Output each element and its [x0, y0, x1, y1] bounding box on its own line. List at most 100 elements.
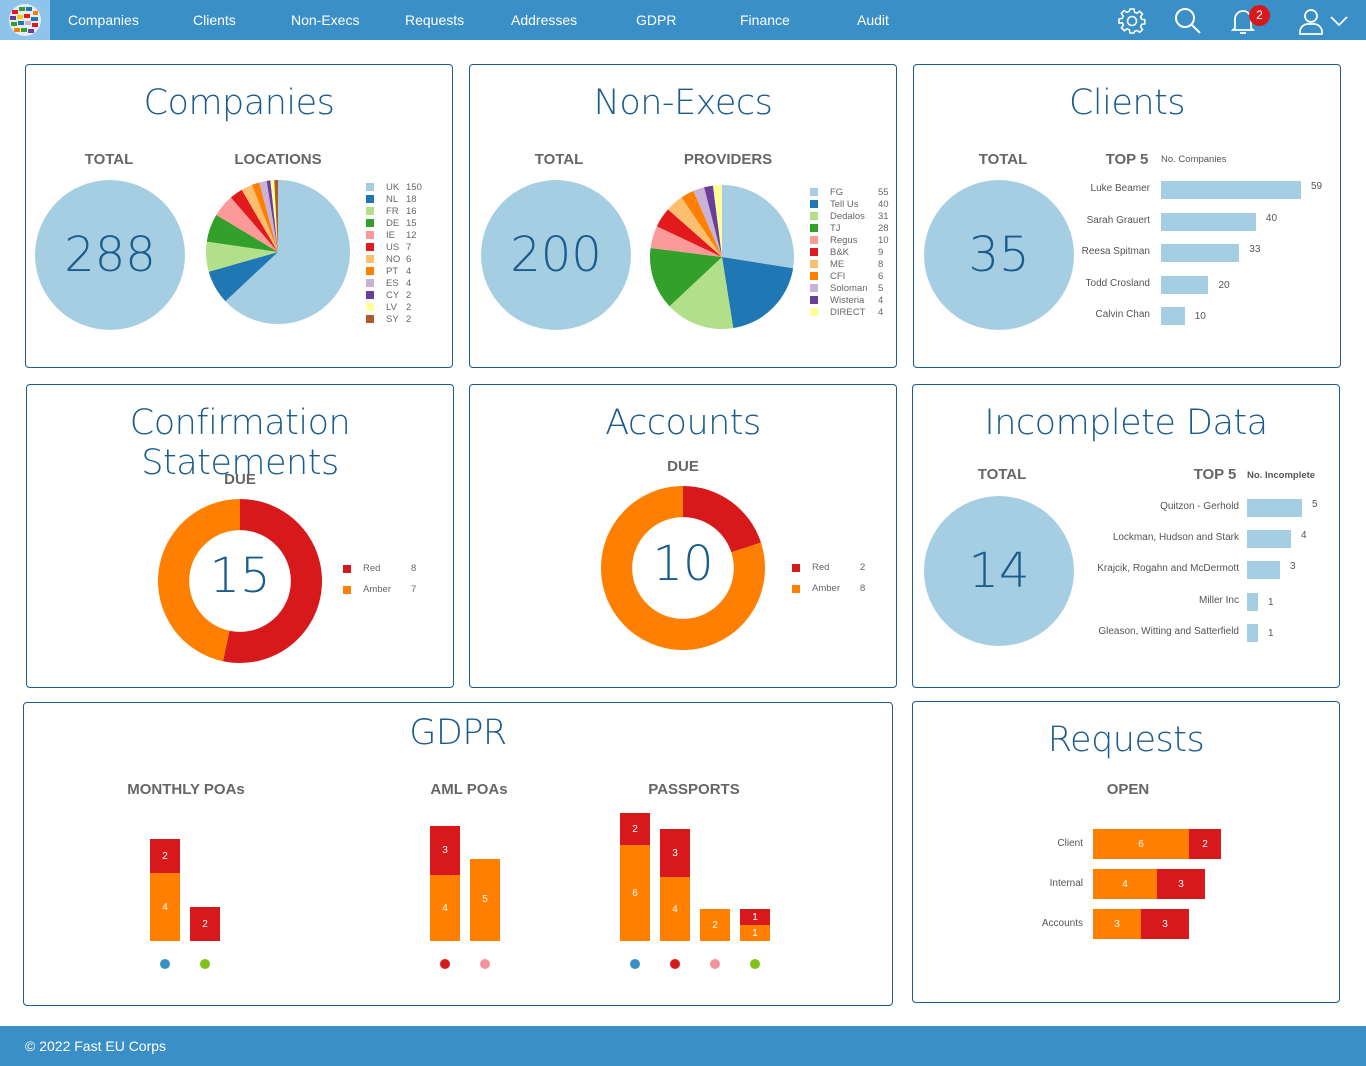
slice-fg[interactable] — [722, 185, 794, 269]
nav-addresses[interactable]: Addresses — [511, 12, 578, 28]
gear-icon[interactable] — [1117, 6, 1147, 36]
legend-item[interactable]: TJ 28 — [810, 222, 889, 234]
bar-segment-red[interactable]: 2 — [620, 813, 650, 845]
legend-item[interactable]: NO 6 — [366, 253, 422, 265]
legend-item[interactable]: FG 55 — [810, 186, 889, 198]
legend-item[interactable]: SY 2 — [366, 313, 422, 325]
legend-item[interactable]: NL 18 — [366, 193, 422, 205]
nav-clients[interactable]: Clients — [193, 12, 236, 28]
bar-segment-amber[interactable]: 6 — [620, 845, 650, 941]
slice-fr[interactable] — [206, 241, 278, 272]
legend-label: ME — [830, 258, 845, 270]
legend-item[interactable]: ES 4 — [366, 277, 422, 289]
legend-item[interactable]: LV 2 — [366, 301, 422, 313]
legend-item[interactable]: Tell Us 40 — [810, 198, 889, 210]
passports-label: PASSPORTS — [648, 781, 740, 798]
bar-segment-red[interactable]: 1 — [740, 909, 770, 925]
bar[interactable] — [1247, 623, 1258, 642]
bar-segment-amber[interactable]: 6 — [1093, 829, 1189, 859]
slice-no[interactable] — [241, 184, 278, 252]
bar[interactable] — [1161, 307, 1185, 326]
legend-item[interactable]: Amber 7 — [343, 579, 416, 600]
legend-item[interactable]: Amber 8 — [792, 578, 865, 599]
slice-soloman[interactable] — [693, 187, 722, 257]
bell-icon[interactable] — [1228, 6, 1258, 36]
bar-segment-amber[interactable]: 4 — [660, 877, 690, 941]
legend-item[interactable]: ME 8 — [810, 258, 889, 270]
slice-de[interactable] — [206, 214, 278, 252]
search-icon[interactable] — [1173, 6, 1203, 36]
bar-segment-amber[interactable]: 4 — [1093, 869, 1157, 899]
slice-sy[interactable] — [274, 180, 278, 252]
slice-pt[interactable] — [251, 182, 278, 252]
bar[interactable] — [1161, 275, 1209, 294]
legend-item[interactable]: CY 2 — [366, 289, 422, 301]
legend-item[interactable]: Regus 10 — [810, 234, 889, 246]
bar[interactable] — [1161, 181, 1301, 199]
bar-segment-red[interactable]: 3 — [1141, 909, 1189, 939]
bar-segment-red[interactable]: 3 — [660, 829, 690, 877]
bar-segment-amber[interactable]: 3 — [1093, 909, 1141, 939]
legend-label: CY — [386, 289, 400, 301]
nav-companies[interactable]: Companies — [68, 12, 139, 28]
legend-item[interactable]: CFI 6 — [810, 270, 889, 282]
chevron-down-icon[interactable] — [1327, 10, 1351, 32]
slice-us[interactable] — [230, 189, 278, 252]
bar-segment-red[interactable]: 2 — [1189, 829, 1221, 859]
legend-item[interactable]: US 7 — [366, 241, 422, 253]
legend-item[interactable]: Soloman 5 — [810, 282, 889, 294]
bar[interactable] — [1247, 499, 1302, 517]
slice-dedalos[interactable] — [669, 257, 734, 329]
nav-requests[interactable]: Requests — [405, 12, 465, 28]
bar[interactable] — [1161, 244, 1240, 263]
slice-cfi[interactable] — [681, 190, 722, 257]
slice-cy[interactable] — [266, 180, 278, 252]
slice-tell-us[interactable] — [722, 257, 794, 329]
legend-item[interactable]: PT 4 — [366, 265, 422, 277]
slice-red[interactable] — [222, 499, 323, 663]
bar[interactable] — [1247, 561, 1280, 580]
bar-segment-amber[interactable]: 5 — [470, 858, 500, 941]
logo[interactable] — [0, 0, 50, 40]
bar-segment-red[interactable]: 2 — [150, 839, 180, 873]
legend-item[interactable]: Red 8 — [343, 558, 416, 579]
bar-segment-amber[interactable]: 1 — [740, 925, 770, 941]
bar-segment-red[interactable]: 3 — [430, 825, 460, 875]
bar[interactable] — [1161, 212, 1256, 231]
legend-item[interactable]: IE 12 — [366, 229, 422, 241]
slice-tj[interactable] — [650, 247, 722, 307]
bar-segment-red[interactable]: 2 — [190, 907, 220, 941]
nav-non-execs[interactable]: Non-Execs — [291, 12, 360, 28]
slice-uk[interactable] — [225, 180, 350, 324]
legend-item[interactable]: Dedalos 31 — [810, 210, 889, 222]
legend-item[interactable]: FR 16 — [366, 205, 422, 217]
user-icon[interactable] — [1296, 6, 1326, 36]
bar[interactable] — [1247, 592, 1258, 611]
bar-segment-amber[interactable]: 4 — [150, 873, 180, 941]
legend-item[interactable]: Red 2 — [792, 557, 865, 578]
legend-item[interactable]: B&K 9 — [810, 246, 889, 258]
slice-ie[interactable] — [216, 197, 278, 252]
slice-me[interactable] — [667, 197, 722, 257]
slice-nl[interactable] — [208, 252, 278, 302]
legend-item[interactable]: Wisteria 4 — [810, 294, 889, 306]
nav-audit[interactable]: Audit — [857, 12, 889, 28]
legend-item[interactable]: DE 15 — [366, 217, 422, 229]
legend-item[interactable]: UK 150 — [366, 181, 422, 193]
slice-wisteria[interactable] — [704, 185, 722, 257]
bar-segment-red[interactable]: 3 — [1157, 869, 1205, 899]
bar-segment-amber[interactable]: 2 — [700, 909, 730, 941]
slice-amber[interactable] — [601, 486, 765, 650]
bar-segment-amber[interactable]: 4 — [430, 875, 460, 941]
slice-amber[interactable] — [158, 499, 240, 662]
legend-item[interactable]: DIRECT 4 — [810, 306, 889, 318]
bar[interactable] — [1247, 530, 1291, 549]
nav-gdpr[interactable]: GDPR — [636, 12, 677, 28]
slice-direct[interactable] — [712, 185, 722, 257]
slice-es[interactable] — [259, 180, 278, 252]
slice-regus[interactable] — [650, 226, 722, 257]
slice-b-k[interactable] — [656, 209, 722, 257]
slice-lv[interactable] — [270, 180, 278, 252]
nav-finance[interactable]: Finance — [740, 12, 790, 28]
slice-red[interactable] — [683, 486, 761, 553]
